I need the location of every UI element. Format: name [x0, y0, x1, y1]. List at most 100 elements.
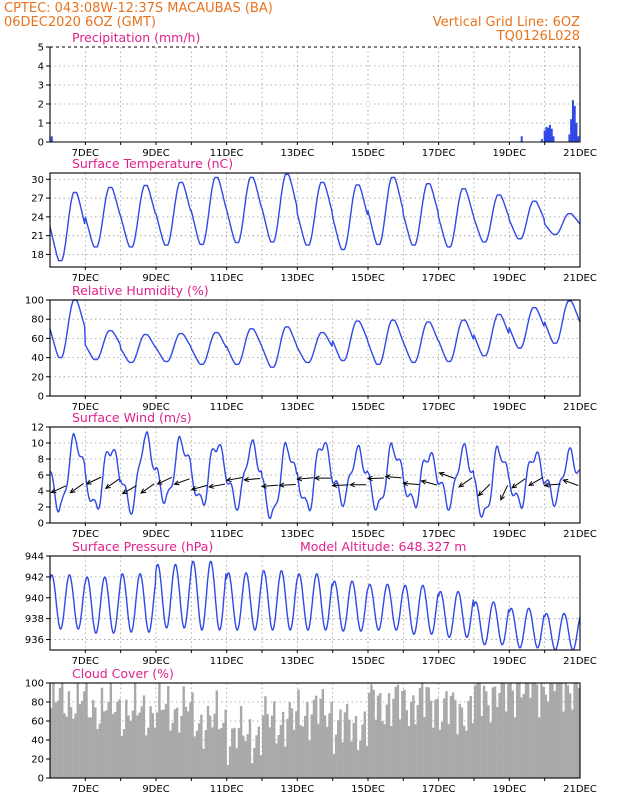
wind-arrow-shaft	[279, 483, 296, 486]
cloud-bar	[281, 711, 285, 778]
cloud-bar	[189, 702, 192, 778]
wind-arrow-head	[562, 479, 569, 484]
wind-arrow-head	[458, 482, 465, 488]
cloud-bar	[396, 684, 400, 778]
cloud-xtick-label: 19DEC	[492, 784, 526, 795]
precip-xtick-label: 15DEC	[351, 148, 385, 159]
cloud-bar	[432, 727, 435, 778]
pressure-frame	[49, 555, 581, 651]
rh-ytick-label: 0	[38, 392, 44, 403]
cloud-bar	[182, 686, 185, 778]
cloud-bar	[100, 687, 104, 778]
wind-arrow	[208, 483, 225, 489]
wind-arrow-head	[511, 483, 518, 489]
wind-arrow-shaft	[105, 478, 120, 489]
wind-arrow	[477, 483, 491, 497]
wind-arrow	[366, 475, 384, 482]
wind-arrow-shaft	[385, 475, 402, 479]
wind-arrow-shaft	[51, 485, 67, 493]
cloud-bar	[290, 708, 294, 778]
precip-xtick-label: 21DEC	[563, 148, 597, 159]
temp-ytick-label: 21	[31, 231, 44, 242]
wind-xtick-label: 17DEC	[422, 529, 456, 540]
precip-xtick-label: 11DEC	[210, 148, 244, 159]
wind-arrow	[420, 479, 438, 486]
rh-xtick-label: 9DEC	[142, 402, 169, 413]
wind-ytick-label: 6	[38, 471, 44, 482]
cloud-bar	[105, 710, 108, 778]
cloud-bar	[52, 683, 55, 778]
precip-xtick-label: 13DEC	[280, 148, 314, 159]
cloud-bar	[156, 712, 159, 778]
wind-arrow-shaft	[174, 478, 190, 485]
cloud-bar	[425, 687, 428, 778]
wind-arrow-head	[543, 482, 550, 488]
cloud-bar	[180, 715, 183, 778]
wind-arrow-shaft	[403, 482, 420, 486]
cloud-bar	[368, 693, 371, 778]
pressure-ytick-label: 938	[25, 614, 44, 625]
cloud-bar	[87, 717, 90, 778]
cloud-bar	[480, 716, 484, 778]
wind-arrow	[402, 480, 420, 487]
cloud-bar	[69, 707, 73, 778]
cloud-bar	[398, 719, 402, 778]
cloud-bar	[429, 700, 433, 778]
cloud-bar	[544, 694, 548, 778]
cloud-bar	[334, 734, 338, 778]
cloud-bar	[454, 699, 457, 778]
wind-xtick-label: 7DEC	[72, 529, 99, 540]
rh-xtick-label: 15DEC	[351, 402, 385, 413]
pressure-series-line	[49, 560, 581, 651]
cloud-bar	[91, 700, 95, 778]
wind-arrow-shaft	[226, 477, 243, 481]
cloud-bar	[458, 703, 461, 778]
cloud-bar	[299, 725, 302, 778]
cloud-bar	[387, 693, 391, 778]
cloud-bar	[546, 701, 550, 778]
panel-wind: Surface Wind (m/s) 0 2 4 6 8 10 12 7DEC 9DEC 11DEC…	[31, 410, 597, 540]
cloud-bar	[465, 730, 468, 778]
cloud-bar	[114, 711, 117, 778]
rh-xtick-label: 7DEC	[72, 402, 99, 413]
panel-temp: Surface Temperature (nC) 18 21 24 27 30 7DEC 9D…	[31, 156, 597, 284]
precip-ytick-label: 2	[38, 100, 44, 111]
rh-xtick-label: 11DEC	[210, 402, 244, 413]
header-location: CPTEC: 043:08W-12:37S MACAUBAS (BA)	[4, 1, 273, 16]
precip-xtick-label: 19DEC	[492, 148, 526, 159]
cloud-bar	[215, 690, 219, 778]
cloud-bar	[262, 715, 265, 778]
wind-arrow-shaft	[439, 472, 455, 479]
cloud-bar	[253, 748, 256, 778]
pressure-grid	[50, 556, 580, 650]
wind-arrow-shaft	[209, 483, 225, 488]
cloud-bar	[352, 722, 355, 778]
cloud-bar	[237, 728, 241, 778]
cloud-bar	[374, 719, 378, 778]
cloud-bar	[144, 735, 148, 778]
temp-xtick-label: 7DEC	[72, 273, 99, 284]
precip-frame	[49, 47, 581, 143]
cloud-bar	[61, 683, 64, 778]
cloud-bar	[456, 734, 459, 778]
wind-arrow	[458, 477, 473, 488]
wind-arrow	[140, 483, 155, 494]
precip-xtick-label: 7DEC	[72, 148, 99, 159]
cloud-bar	[111, 714, 115, 778]
cloud-bar	[125, 699, 128, 778]
cloud-xtick-label: 17DEC	[422, 784, 456, 795]
wind-arrow-shaft	[157, 476, 173, 485]
cloud-bar	[376, 695, 380, 778]
wind-arrow-head	[296, 476, 303, 482]
cloud-bar	[568, 693, 572, 778]
cloud-bar	[142, 695, 146, 778]
cloud-bar	[538, 717, 541, 778]
rh-ytick-label: 20	[31, 372, 44, 383]
cloud-bar	[381, 721, 384, 778]
cloud-bar	[197, 723, 201, 778]
rh-xtick-label: 17DEC	[422, 402, 456, 413]
cloud-xtick-label: 7DEC	[72, 784, 99, 795]
cloud-bar	[78, 704, 82, 778]
cloud-bar	[231, 728, 234, 778]
